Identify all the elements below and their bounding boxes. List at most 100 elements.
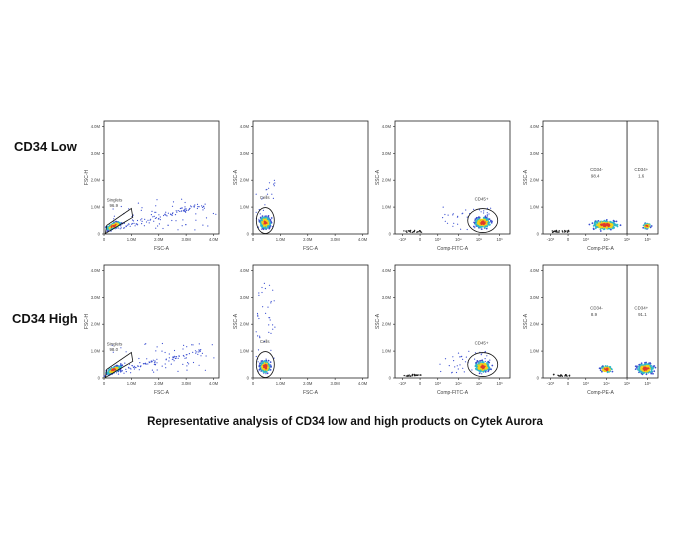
event-dot	[407, 230, 409, 232]
event-dot	[475, 361, 478, 364]
event-dot	[486, 367, 489, 369]
event-dot	[552, 230, 555, 233]
event-dot	[115, 222, 118, 225]
event-dot	[146, 358, 148, 360]
event-dot	[606, 370, 609, 373]
event-dot	[151, 210, 153, 212]
event-dot	[409, 231, 412, 233]
event-dot	[439, 363, 441, 365]
event-dot	[202, 209, 204, 211]
event-dot	[650, 366, 653, 369]
event-dot	[135, 223, 137, 225]
y-axis-label: SSC-A	[233, 169, 239, 185]
event-dot	[166, 215, 168, 217]
event-dot	[566, 230, 568, 232]
event-dot	[108, 226, 111, 229]
event-dot	[453, 360, 455, 362]
event-dot	[131, 222, 133, 225]
x-tick-label: 10⁴	[603, 381, 610, 386]
event-dot	[179, 207, 181, 210]
event-dot	[457, 368, 459, 370]
event-dot	[192, 351, 194, 353]
event-dot	[604, 366, 607, 369]
event-dot	[264, 360, 266, 362]
x-tick-label: 2.0M	[303, 381, 313, 386]
event-dot	[641, 369, 644, 372]
event-dot	[205, 355, 207, 357]
event-dot	[156, 362, 158, 364]
event-dot	[607, 223, 609, 226]
event-dot	[639, 370, 641, 373]
event-dot	[155, 227, 157, 229]
x-tick-label: 4.0M	[209, 381, 219, 386]
y-tick-label: 2.0M	[382, 322, 392, 327]
y-tick-label: 0	[537, 376, 540, 381]
event-dot	[137, 365, 140, 367]
event-dot	[157, 225, 159, 227]
event-dot	[273, 183, 275, 185]
event-dot	[486, 355, 488, 357]
event-dot	[564, 229, 566, 232]
x-tick-label: 0	[252, 381, 255, 386]
event-dot	[165, 358, 167, 360]
event-dot	[269, 221, 271, 224]
event-dot	[147, 219, 149, 221]
event-dot	[608, 227, 611, 230]
plot-cd34-high-singlets: 0 1.0M 2.0M 3.0M 4.0M 0 1.0M 2.0M 3.0M 4.0M FSC-A F…	[84, 264, 220, 396]
event-dot	[198, 206, 200, 208]
event-dot	[479, 220, 482, 223]
event-dot	[115, 372, 117, 374]
x-tick-label: 0	[567, 237, 570, 242]
event-dot	[453, 222, 455, 224]
event-dot	[115, 220, 118, 223]
event-dot	[606, 365, 609, 368]
event-dot	[258, 218, 260, 220]
event-dot	[204, 369, 206, 371]
event-dot	[259, 213, 261, 215]
x-tick-label: 10⁶	[644, 237, 651, 242]
event-dot	[612, 222, 615, 224]
event-dot	[593, 221, 596, 224]
event-dot	[151, 361, 153, 363]
event-dot	[119, 228, 121, 230]
event-dot	[645, 368, 648, 371]
event-dot	[179, 210, 181, 212]
event-dot	[191, 344, 193, 346]
event-dot	[187, 209, 189, 211]
event-dot	[117, 223, 120, 225]
event-dot	[192, 361, 195, 364]
event-dot	[483, 225, 485, 227]
event-dot	[603, 222, 606, 225]
event-dot	[145, 221, 148, 223]
event-dot	[602, 224, 605, 226]
figure-caption: Representative analysis of CD34 low and …	[147, 416, 543, 428]
event-dot	[259, 368, 262, 370]
y-tick-label: 2.0M	[240, 178, 250, 183]
event-dot	[462, 367, 464, 369]
event-dot	[143, 225, 145, 227]
event-dot	[144, 218, 146, 220]
events	[403, 206, 493, 234]
event-dot	[109, 370, 112, 373]
event-dot	[636, 365, 638, 368]
event-dot	[644, 363, 646, 366]
events	[103, 342, 215, 378]
event-dot	[197, 353, 199, 355]
event-dot	[616, 225, 619, 228]
event-dot	[487, 215, 489, 217]
event-dot	[161, 365, 163, 367]
event-dot	[266, 226, 269, 229]
event-dot	[451, 371, 453, 373]
event-dot	[452, 213, 454, 215]
event-dot	[180, 207, 182, 209]
y-tick-label: 2.0M	[91, 322, 101, 327]
event-dot	[551, 230, 553, 232]
event-dot	[269, 319, 271, 321]
event-dot	[195, 352, 197, 354]
event-dot	[465, 356, 467, 358]
event-dot	[606, 367, 608, 370]
event-dot	[197, 206, 199, 208]
gate-label: CD45+	[475, 340, 489, 345]
event-dot	[171, 219, 173, 222]
event-dot	[604, 368, 607, 370]
